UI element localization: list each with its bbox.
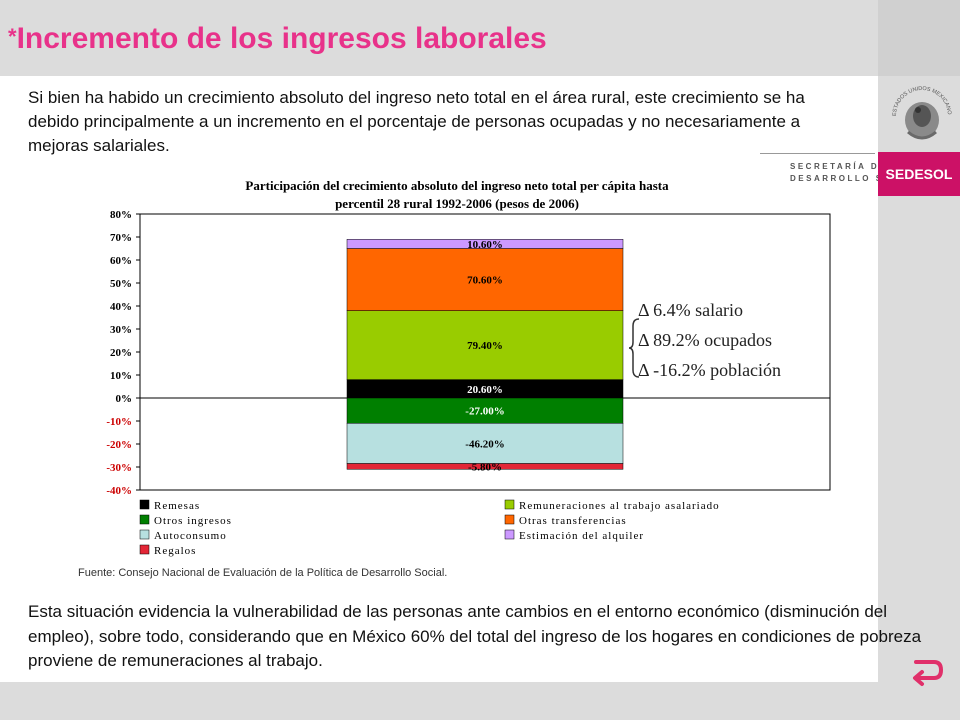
- bar-segment: [346, 248, 624, 311]
- sedesol-brand: SEDESOL: [878, 152, 960, 196]
- bar-segment: [346, 310, 624, 380]
- bar-segment: [346, 397, 624, 424]
- legend-swatch: [139, 514, 150, 525]
- brace-icon: [628, 318, 640, 378]
- y-tick-label: -40%: [106, 485, 132, 497]
- y-tick-label: 0%: [116, 393, 133, 405]
- legend-swatch: [504, 499, 515, 510]
- legend-label: Remesas: [154, 500, 200, 512]
- legend-label: Remuneraciones al trabajo asalariado: [519, 500, 720, 512]
- bar-data-label: 10.60%: [467, 239, 503, 251]
- y-tick-label: -20%: [106, 439, 132, 451]
- return-arrow-icon[interactable]: [910, 654, 944, 688]
- side-bar-top: [878, 0, 960, 76]
- y-tick-label: 50%: [110, 278, 132, 290]
- legend-swatch: [139, 529, 150, 540]
- y-tick-label: 60%: [110, 255, 132, 267]
- y-tick-label: 70%: [110, 232, 132, 244]
- legend-label: Regalos: [154, 545, 196, 557]
- logo-divider: [760, 153, 875, 154]
- y-tick-label: 40%: [110, 301, 132, 313]
- y-tick-label: 80%: [110, 209, 132, 221]
- stacked-bar-chart: Participación del crecimiento absoluto d…: [106, 178, 831, 557]
- legend-swatch: [139, 499, 150, 510]
- legend-label: Autoconsumo: [154, 530, 227, 542]
- y-tick-label: -30%: [106, 462, 132, 474]
- legend-label: Otros ingresos: [154, 515, 232, 527]
- delta-annotations: Δ 6.4% salario Δ 89.2% ocupados Δ -16.2%…: [628, 296, 838, 392]
- bar-data-label: -27.00%: [465, 406, 504, 418]
- bar-data-label: 79.40%: [467, 340, 503, 352]
- delta-salario: Δ 6.4% salario: [638, 300, 744, 320]
- y-tick-label: -10%: [106, 416, 132, 428]
- source-note: Fuente: Consejo Nacional de Evaluación d…: [78, 567, 448, 579]
- bar-data-label: 70.60%: [467, 275, 503, 287]
- title-text: Incremento de los ingresos laborales: [16, 22, 547, 55]
- legend-label: Otras transferencias: [519, 515, 627, 527]
- bar-segment: [346, 239, 624, 249]
- slide-title: *Incremento de los ingresos laborales: [8, 22, 547, 56]
- legend-swatch: [139, 544, 150, 555]
- conclusion-paragraph: Esta situación evidencia la vulnerabilid…: [28, 602, 922, 670]
- secretaria-line2: DESARROLLO SOCIAL: [790, 174, 921, 183]
- bar-data-label: 20.60%: [467, 384, 503, 396]
- bar-segment: [346, 423, 624, 464]
- y-tick-label: 30%: [110, 324, 132, 336]
- chart-title-line2: percentil 28 rural 1992-2006 (pesos de 2…: [335, 196, 579, 211]
- legend-swatch: [504, 529, 515, 540]
- header-bar: [0, 0, 878, 76]
- delta-poblacion: Δ -16.2% población: [638, 360, 782, 380]
- title-asterisk: *: [8, 24, 17, 49]
- bar-segment: [346, 463, 624, 470]
- secretaria-line1: SECRETARÍA DE: [790, 162, 887, 171]
- legend-label: Estimación del alquiler: [519, 530, 644, 542]
- intro-paragraph: Si bien ha habido un crecimiento absolut…: [28, 88, 805, 155]
- chart-title-line1: Participación del crecimiento absoluto d…: [245, 178, 669, 193]
- y-tick-label: 20%: [110, 347, 132, 359]
- bar-data-label: -46.20%: [465, 438, 504, 450]
- delta-ocupados: Δ 89.2% ocupados: [638, 330, 773, 350]
- legend-swatch: [504, 514, 515, 525]
- y-tick-label: 10%: [110, 370, 132, 382]
- bar-data-label: -5.80%: [468, 461, 502, 473]
- footer-bar: [0, 682, 878, 720]
